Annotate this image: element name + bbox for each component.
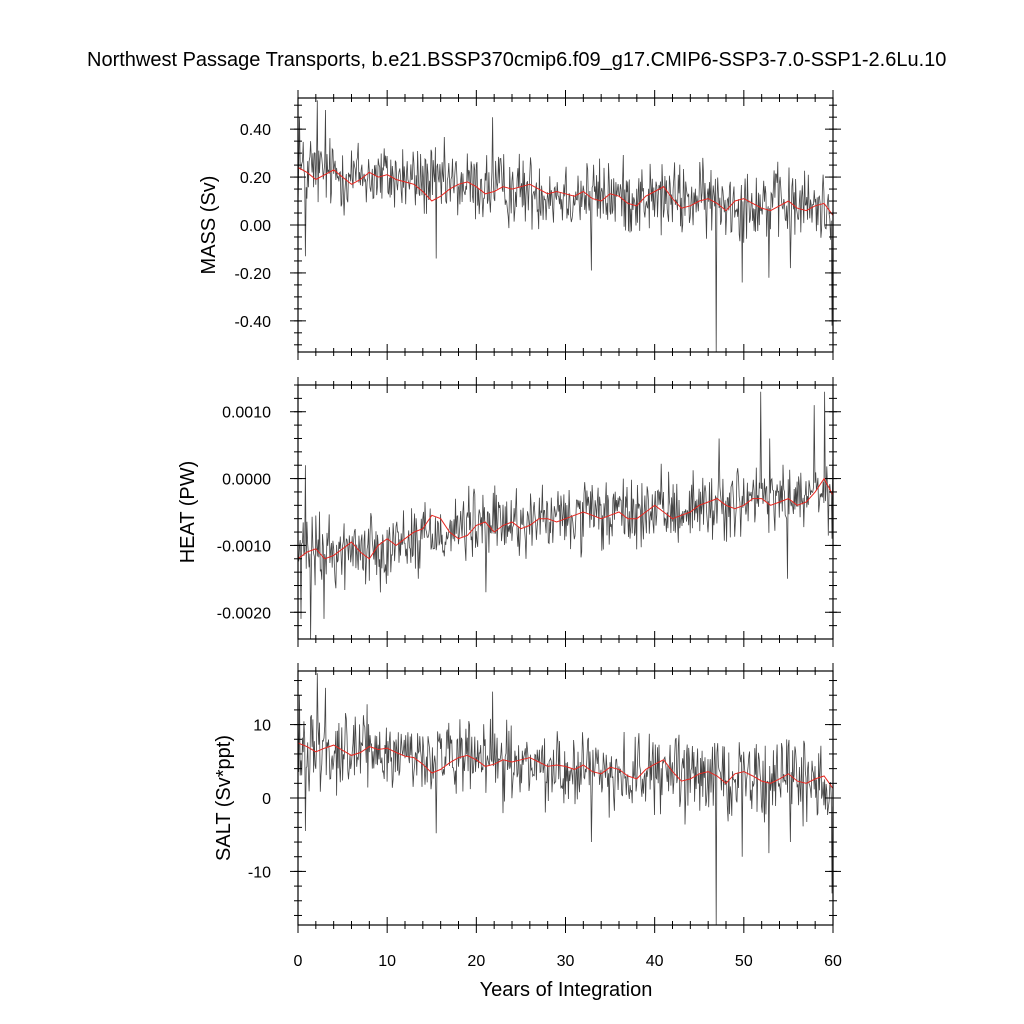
x-tick-label: 20 [467, 953, 485, 970]
x-tick-label: 40 [646, 953, 664, 970]
y-axis-title: SALT (Sv*ppt) [213, 735, 235, 861]
smoothed-series-line [298, 742, 833, 789]
x-tick-label: 30 [557, 953, 575, 970]
y-tick-label: -0.0020 [217, 605, 271, 622]
monthly-series-line [298, 100, 833, 352]
y-tick-label: -0.40 [235, 314, 272, 331]
x-tick-label: 50 [735, 953, 753, 970]
y-tick-label: 0.00 [240, 218, 271, 235]
plot-frame [297, 97, 834, 353]
smoothed-series-line [298, 477, 833, 560]
monthly-series-line [298, 673, 833, 925]
y-tick-label: 0 [262, 791, 271, 808]
y-tick-label: 0.0010 [222, 405, 271, 422]
y-tick-label: -0.20 [235, 266, 272, 283]
x-tick-label: 0 [294, 953, 303, 970]
y-tick-label: -0.0010 [217, 538, 271, 555]
panel-1: 0.40 0.20 0.00 -0.20 -0.40 MASS (Sv) [198, 90, 841, 360]
y-axis-title: HEAT (PW) [177, 461, 199, 564]
y-axis-title: MASS (Sv) [198, 176, 220, 275]
y-tick-label: 10 [253, 718, 271, 735]
chart-title: Northwest Passage Transports, b.e21.BSSP… [87, 49, 946, 71]
y-tick-label: 0.40 [240, 122, 271, 139]
panel-2: 0.0010 0.0000 -0.0010 -0.0020 HEAT (PW) [177, 377, 841, 647]
x-tick-label: 10 [378, 953, 396, 970]
x-tick-label: 60 [824, 953, 842, 970]
panel-3: 10 0 -10 0 10 20 30 40 50 60 SALT (Sv*ppt) [213, 663, 842, 970]
y-tick-label: 0.20 [240, 170, 271, 187]
x-axis-title: Years of Integration [480, 979, 653, 1001]
monthly-series-line [298, 391, 833, 639]
plot-frame [297, 670, 834, 926]
y-tick-label: -10 [248, 864, 271, 881]
smoothed-series-line [298, 167, 833, 216]
y-tick-label: 0.0000 [222, 472, 271, 489]
